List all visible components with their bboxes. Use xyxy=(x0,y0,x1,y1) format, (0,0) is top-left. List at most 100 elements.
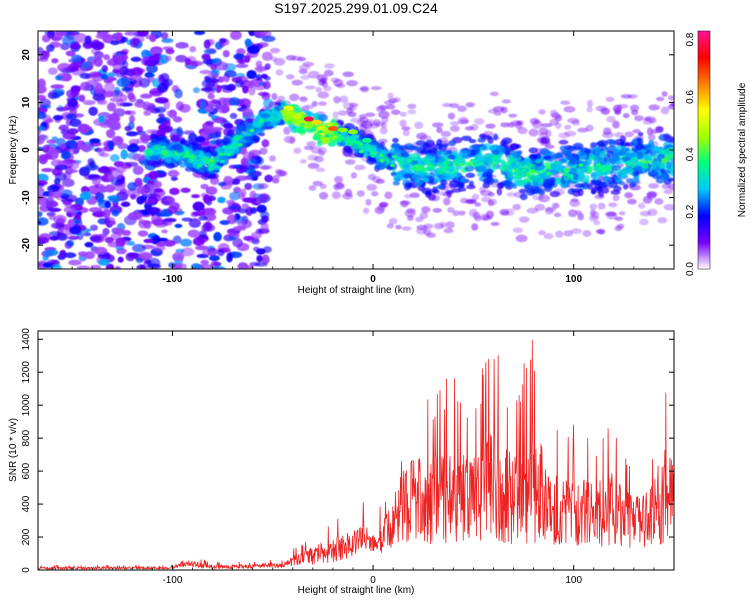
heatmap-cell xyxy=(307,162,320,169)
heatmap-cell xyxy=(144,59,158,67)
heatmap-cell xyxy=(602,187,610,194)
heatmap-cell xyxy=(597,202,606,210)
heatmap-cell xyxy=(135,257,144,264)
heatmap-cell xyxy=(210,173,219,179)
heatmap-cell xyxy=(190,211,199,218)
heatmap-cell xyxy=(661,91,668,97)
heatmap-cell xyxy=(664,157,670,162)
heatmap-cell xyxy=(174,223,183,229)
heatmap-cell xyxy=(339,95,349,104)
heatmap-cell xyxy=(502,179,512,188)
heatmap-cell xyxy=(116,77,131,88)
heatmap-cell xyxy=(203,194,211,204)
heatmap-cell xyxy=(79,191,92,201)
heatmap-cell xyxy=(570,228,582,234)
snr-y-tick-label: 0 xyxy=(21,567,32,573)
heatmap-cell xyxy=(128,95,137,103)
heatmap-cell xyxy=(38,261,44,267)
heatmap-cell xyxy=(229,191,241,201)
heatmap-cell xyxy=(651,161,658,167)
heatmap-cell xyxy=(238,58,246,65)
heatmap-cell xyxy=(517,127,528,135)
heatmap-cell xyxy=(653,146,661,152)
snr-panel: -100 0 100 0 200 400 600 800 1000 1200 1400 Heigh… xyxy=(8,328,675,596)
heatmap-cell xyxy=(519,193,528,201)
colorbar-tick-label: 0.2 xyxy=(685,204,696,218)
heatmap-cell xyxy=(550,109,558,118)
heatmap-cell xyxy=(176,126,183,136)
heatmap-cell xyxy=(115,33,122,41)
heatmap-cell xyxy=(424,161,430,165)
heatmap-cell xyxy=(534,203,546,212)
heatmap-cell xyxy=(213,231,222,242)
heatmap-cell xyxy=(184,151,190,155)
heatmap-cell xyxy=(66,239,75,247)
heatmap-cell xyxy=(474,202,482,207)
heatmap-cell xyxy=(317,91,330,99)
heatmap-cell xyxy=(655,126,664,134)
heatmap-cell xyxy=(590,171,598,180)
heatmap-cell xyxy=(140,187,148,197)
heatmap-cell xyxy=(38,236,50,244)
heatmap-cell xyxy=(246,69,257,80)
heatmap-cell xyxy=(163,217,177,223)
heatmap-cell xyxy=(492,106,505,113)
heatmap-cell xyxy=(378,110,390,119)
heatmap-cell xyxy=(401,126,411,131)
heatmap-cell xyxy=(606,116,616,123)
heatmap-cell xyxy=(404,181,413,189)
heatmap-cell xyxy=(203,146,212,152)
heatmap-cell xyxy=(648,104,660,111)
heatmap-cell xyxy=(38,187,45,194)
heatmap-cell xyxy=(137,251,152,260)
heatmap-cell xyxy=(600,181,607,189)
heatmap-cell xyxy=(82,99,96,106)
heatmap-cell xyxy=(464,165,475,172)
heatmap-cell xyxy=(194,135,206,143)
heatmap-cell xyxy=(57,160,71,166)
heatmap-cell xyxy=(109,194,121,203)
heatmap-cell xyxy=(567,188,576,195)
heatmap-cell xyxy=(251,238,260,245)
heatmap-cell xyxy=(81,61,91,69)
heatmap-cell xyxy=(528,128,539,137)
heatmap-cell xyxy=(132,243,146,253)
heatmap-cell xyxy=(471,223,479,231)
heatmap-cell xyxy=(124,31,138,36)
heatmap-cell xyxy=(528,147,539,154)
heatmap-cell xyxy=(38,217,49,226)
heatmap-cell xyxy=(226,252,233,263)
heatmap-cell xyxy=(204,207,217,216)
heatmap-cell xyxy=(264,174,273,183)
heatmap-cell xyxy=(250,207,257,214)
heatmap-cell xyxy=(45,44,55,52)
heatmap-cell xyxy=(487,136,494,145)
heatmap-cell xyxy=(646,127,653,136)
heatmap-cell xyxy=(82,41,94,50)
heatmap-cell xyxy=(130,194,137,200)
heatmap-cell xyxy=(121,48,129,54)
heatmap-peak xyxy=(362,137,373,143)
heatmap-cell xyxy=(572,142,584,150)
heatmap-cell xyxy=(237,143,243,147)
heatmap-cell xyxy=(422,177,429,182)
heatmap-cell xyxy=(312,180,323,187)
heatmap-cell xyxy=(199,151,205,157)
heatmap-cell xyxy=(307,70,320,79)
heatmap-cell xyxy=(574,183,585,188)
heatmap-cell xyxy=(146,64,158,74)
heatmap-cell xyxy=(362,207,370,215)
heatmap-cell xyxy=(261,51,273,61)
heatmap-cell xyxy=(458,210,466,216)
heatmap-cell xyxy=(429,167,435,172)
heatmap-cell xyxy=(538,230,546,236)
heatmap-cell xyxy=(61,151,72,160)
heatmap-cell xyxy=(128,121,135,130)
heatmap-cell xyxy=(262,246,272,254)
heatmap-cell xyxy=(530,169,536,173)
heatmap-peak xyxy=(337,127,348,133)
heatmap-cell xyxy=(647,133,656,141)
heatmap-cell xyxy=(577,212,584,221)
heatmap-cell xyxy=(584,148,591,154)
